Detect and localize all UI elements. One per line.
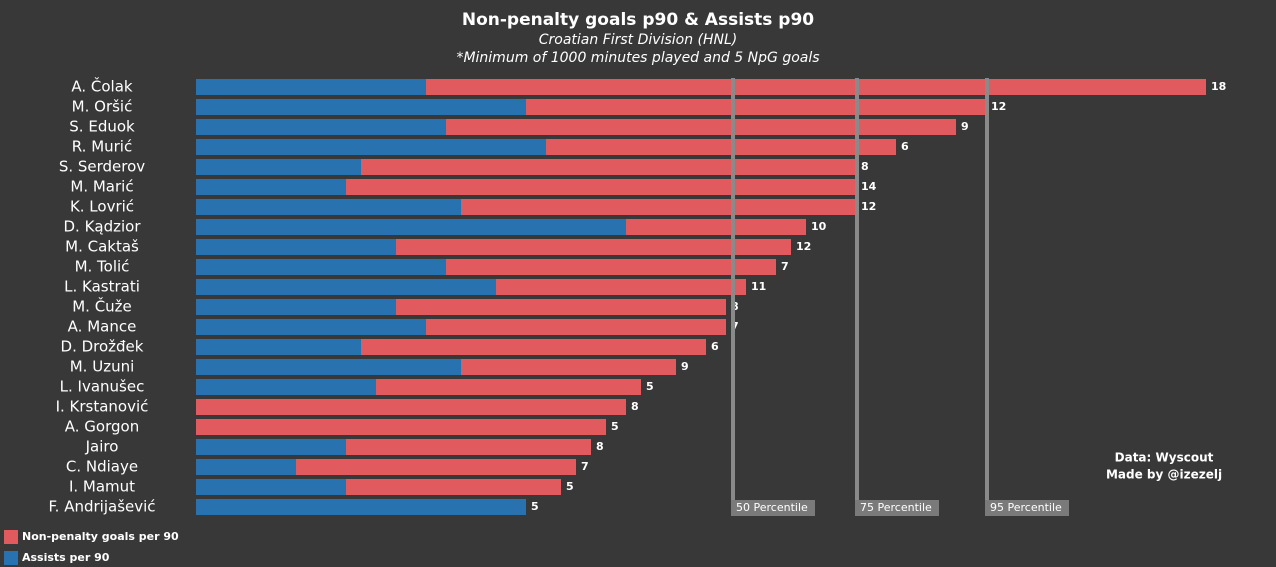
y-tick-label: D. Drožđek [61, 338, 144, 356]
bar-segment [196, 119, 446, 135]
bar-segment [196, 379, 376, 395]
data-label: 12 [796, 240, 811, 253]
data-label: 14 [861, 180, 877, 193]
bar-segment [196, 499, 526, 515]
percentile-label: 95 Percentile [990, 501, 1062, 514]
data-label: 5 [531, 500, 539, 513]
bar-segment [426, 319, 726, 335]
data-label: 6 [901, 140, 909, 153]
y-tick-label: L. Kastrati [64, 278, 140, 296]
bar-segment [196, 179, 346, 195]
bar-segment [546, 139, 896, 155]
legend-swatch [4, 530, 18, 544]
bar-segment [196, 279, 496, 295]
bar-segment [446, 259, 776, 275]
bar-segment [196, 199, 461, 215]
data-label: 12 [861, 200, 876, 213]
data-label: 5 [566, 480, 574, 493]
bar-segment [361, 159, 856, 175]
y-tick-label: A. Mance [68, 318, 137, 336]
bar-segment [196, 319, 426, 335]
percentile-label: 50 Percentile [736, 501, 808, 514]
legend-swatch [4, 551, 18, 565]
bar-segment [196, 139, 546, 155]
bar-segment [196, 439, 346, 455]
y-tick-label: I. Krstanović [56, 398, 149, 416]
bar-segment [526, 99, 986, 115]
data-label: 9 [961, 120, 969, 133]
bar-segment [196, 99, 526, 115]
bar-segment [396, 239, 791, 255]
bar-segment [446, 119, 956, 135]
data-label: 7 [581, 460, 589, 473]
bar-segment [376, 379, 641, 395]
bar-segment [496, 279, 746, 295]
data-label: 10 [811, 220, 827, 233]
bar-segment [361, 339, 706, 355]
y-tick-label: C. Ndiaye [66, 458, 138, 476]
bar-segment [346, 479, 561, 495]
data-label: 7 [781, 260, 789, 273]
bar-segment [196, 339, 361, 355]
y-tick-label: L. Ivanušec [60, 378, 145, 396]
data-label: 5 [611, 420, 619, 433]
y-tick-label: I. Mamut [69, 478, 135, 496]
percentile-box [985, 500, 1069, 516]
bar-segment [196, 419, 606, 435]
legend-label: Assists per 90 [22, 551, 110, 564]
bar-segment [196, 159, 361, 175]
data-label: 8 [861, 160, 869, 173]
y-tick-label: M. Tolić [75, 258, 130, 276]
y-tick-label: Jairo [85, 438, 119, 456]
y-tick-label: M. Uzuni [70, 358, 135, 376]
bar-segment [396, 299, 726, 315]
bar-segment [196, 299, 396, 315]
bar-segment [196, 239, 396, 255]
bar-segment [196, 219, 626, 235]
bar-segment [196, 79, 426, 95]
chart-title: Non-penalty goals p90 & Assists p90 [462, 10, 814, 30]
y-tick-label: R. Murić [72, 138, 132, 156]
bar-segment [196, 459, 296, 475]
y-tick-label: S. Eduok [69, 118, 135, 136]
bar-segment [196, 479, 346, 495]
percentile-box [731, 500, 815, 516]
y-tick-label: M. Caktaš [65, 238, 139, 256]
percentile-box [855, 500, 939, 516]
bar-segment [346, 439, 591, 455]
y-tick-label: A. Gorgon [65, 418, 139, 436]
legend-label: Non-penalty goals per 90 [22, 530, 179, 543]
data-label: 12 [991, 100, 1006, 113]
y-tick-label: K. Lovrić [70, 198, 134, 216]
bar-segment [626, 219, 806, 235]
credit: Made by @izezelj [1106, 468, 1222, 482]
subtitle: Croatian First Division (HNL) [539, 32, 738, 48]
y-tick-label: A. Čolak [71, 77, 133, 96]
credit: Data: Wyscout [1115, 451, 1214, 465]
y-tick-label: F. Andrijašević [48, 498, 155, 516]
data-label: 9 [681, 360, 689, 373]
data-label: 18 [1211, 80, 1226, 93]
percentile-label: 75 Percentile [860, 501, 932, 514]
bar-segment [461, 199, 856, 215]
bar-segment [296, 459, 576, 475]
y-tick-label: M. Oršić [72, 98, 133, 116]
bar-segment [426, 79, 1206, 95]
bar-segment [346, 179, 856, 195]
data-label: 5 [646, 380, 654, 393]
data-label: 6 [711, 340, 719, 353]
bar-segment [196, 259, 446, 275]
data-label: 8 [631, 400, 639, 413]
y-tick-label: M. Čuže [72, 297, 132, 316]
data-label: 8 [596, 440, 604, 453]
data-label: 11 [751, 280, 766, 293]
note: *Minimum of 1000 minutes played and 5 Np… [456, 50, 819, 66]
y-tick-label: S. Serderov [59, 158, 145, 176]
bar-segment [196, 359, 461, 375]
bar-segment [196, 399, 626, 415]
bar-segment [461, 359, 676, 375]
y-tick-label: D. Kądzior [63, 218, 141, 236]
y-tick-label: M. Marić [70, 178, 133, 196]
